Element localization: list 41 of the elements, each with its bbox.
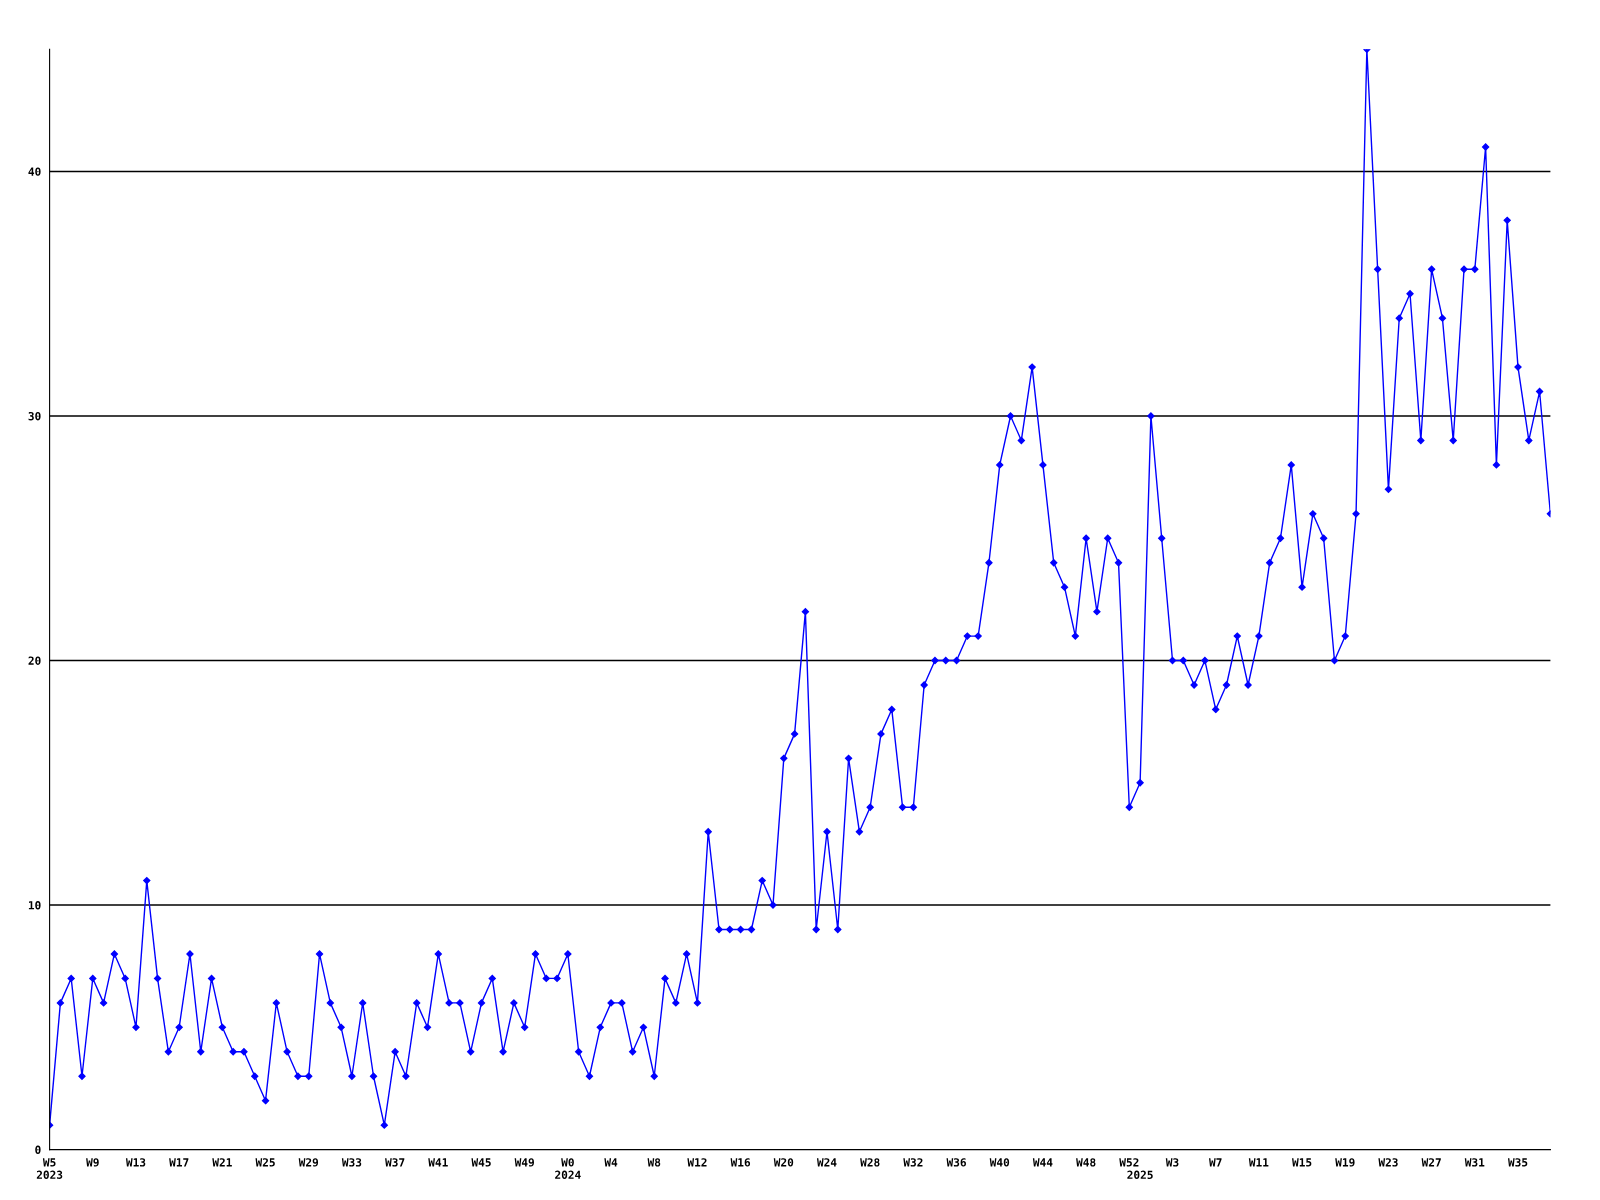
- x-tick-label: W17: [169, 1158, 189, 1167]
- x-tick-label: W15: [1292, 1158, 1312, 1167]
- y-tick-label: 40: [28, 167, 41, 176]
- x-tick-label: W52: [1119, 1158, 1139, 1167]
- x-tick-label: W13: [125, 1158, 146, 1167]
- x-tick-label: W48: [1076, 1158, 1096, 1167]
- x-tick-label: W36: [946, 1158, 966, 1167]
- x-tick-label: W28: [860, 1158, 880, 1167]
- x-tick-label: W32: [903, 1158, 923, 1167]
- x-tick-label: W9: [86, 1158, 99, 1167]
- y-tick-label: 20: [28, 656, 41, 665]
- y-tick-label: 10: [28, 901, 41, 910]
- x-tick-label: W19: [1335, 1158, 1355, 1167]
- x-tick-label: W41: [428, 1158, 448, 1167]
- x-tick-label: W23: [1378, 1158, 1398, 1167]
- x-tick-label: W24: [816, 1158, 837, 1167]
- x-tick-label: W29: [298, 1158, 319, 1167]
- x-tick-label: W8: [647, 1158, 661, 1167]
- x-tick-label: W37: [385, 1158, 405, 1167]
- x-tick-label: W4: [604, 1158, 618, 1167]
- x-tick-label: W7: [1209, 1158, 1222, 1167]
- y-tick-label: 30: [28, 411, 41, 421]
- x-tick-label: W0 2024: [555, 1158, 581, 1179]
- y-tick-label: 0: [35, 1145, 41, 1154]
- x-tick-label: W45: [471, 1158, 491, 1167]
- x-tick-label: W35: [1507, 1158, 1528, 1167]
- x-tick-label: W16: [730, 1158, 751, 1167]
- x-tick-label: W44: [1032, 1158, 1053, 1167]
- x-tick-label: W49: [514, 1158, 534, 1167]
- x-tick-label: W21: [212, 1158, 232, 1167]
- x-tick-label: W3: [1165, 1158, 1179, 1167]
- x-tick-label: W11: [1248, 1158, 1269, 1167]
- x-tick-label: W27: [1421, 1158, 1441, 1167]
- x-tick-label: 2025: [1127, 1170, 1153, 1179]
- x-tick-label: W31: [1464, 1158, 1485, 1167]
- x-tick-label: W12: [687, 1158, 707, 1167]
- x-tick-label: W20: [773, 1158, 794, 1167]
- x-tick-label: W5 2023: [36, 1158, 63, 1179]
- x-tick-label: W25: [255, 1158, 275, 1167]
- x-tick-label: W33: [341, 1158, 362, 1167]
- x-tick-label: W40: [989, 1158, 1010, 1167]
